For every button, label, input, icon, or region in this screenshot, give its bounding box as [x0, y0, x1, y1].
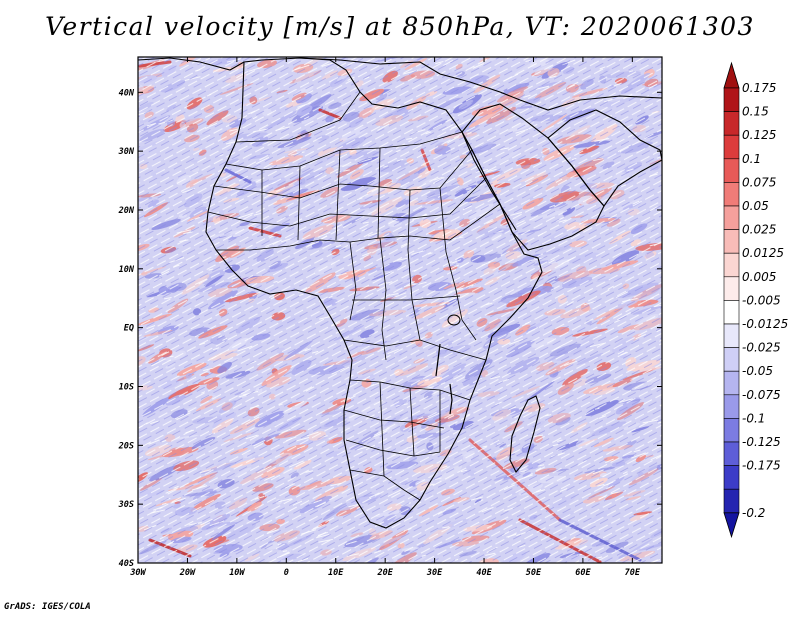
- colorbar-label: -0.025: [742, 341, 781, 355]
- colorbar-bin: [723, 370, 740, 396]
- colorbar-bin: [723, 465, 740, 490]
- lat-tick-label: 40N: [119, 88, 135, 98]
- colorbar-label: -0.075: [742, 388, 781, 402]
- lon-tick-label: 50E: [526, 568, 542, 578]
- colorbar-label: -0.005: [742, 293, 781, 307]
- colorbar-bin: [723, 182, 740, 207]
- lat-tick-label: 20N: [118, 206, 135, 216]
- colorbar-bin: [723, 87, 740, 112]
- colorbar-bottom-arrow: [723, 512, 740, 539]
- colorbar-label: 0.0125: [742, 246, 784, 260]
- colorbar: 0.175 0.15 0.125 0.1 0.075 0.05 0.025 0.0125 0.0…: [723, 61, 788, 539]
- colorbar-bin: [723, 252, 740, 278]
- colorbar-bin: [723, 229, 740, 254]
- colorbar-bin: [723, 323, 740, 348]
- colorbar-bin: [723, 205, 740, 230]
- colorbar-label: 0.175: [742, 81, 776, 95]
- africa-coastline: [205, 57, 543, 529]
- lon-tick-label: 60E: [575, 568, 591, 578]
- map-frame: [137, 56, 663, 564]
- red-sea-coast: [461, 131, 517, 231]
- country-borders: [207, 91, 501, 501]
- lake-victoria: [447, 314, 461, 326]
- lat-tick-label: 20S: [118, 441, 134, 451]
- lat-tick-label: 30N: [118, 147, 135, 157]
- iran-coastline: [547, 109, 662, 207]
- grads-credit: GrADS: IGES/COLA: [4, 602, 91, 612]
- colorbar-bin: [723, 276, 740, 301]
- colorbar-top-arrow: [723, 61, 740, 89]
- lon-tick-label: 20W: [179, 568, 196, 578]
- colorbar-label: -0.175: [742, 459, 781, 473]
- lat-tick-label: 40S: [119, 559, 134, 569]
- arabia-coastline: [461, 103, 605, 251]
- colorbar-bin: [723, 441, 740, 466]
- colorbar-label: -0.125: [742, 435, 781, 449]
- colorbar-label: 0.025: [742, 223, 776, 237]
- lat-tick-label: 30S: [118, 500, 134, 510]
- madagascar-coastline: [509, 395, 541, 473]
- lon-tick-label: 10W: [229, 568, 245, 578]
- colorbar-bin: [723, 300, 740, 325]
- map-title: Vertical velocity [m/s] at 850hPa, VT: 2…: [45, 12, 755, 41]
- coastlines: [138, 57, 662, 529]
- colorbar-label: 0.05: [742, 199, 769, 213]
- lon-tick-label: 20E: [376, 568, 393, 578]
- colorbar-min-label: -0.2: [742, 506, 765, 520]
- colorbar-label: 0.15: [742, 105, 769, 119]
- lon-tick-label: 0: [284, 568, 289, 578]
- lon-tick-label: 30W: [129, 568, 146, 578]
- lon-tick-label: 40E: [476, 568, 492, 578]
- lon-tick-label: 30E: [426, 568, 443, 578]
- lon-tick-label: 70E: [625, 568, 641, 578]
- colorbar-bin: [723, 158, 740, 183]
- colorbar-label: 0.075: [742, 175, 776, 189]
- colorbar-bin: [723, 347, 740, 372]
- lat-tick-label: 10N: [119, 265, 135, 275]
- colorbar-bin: [723, 111, 740, 136]
- colorbar-label: 0.125: [742, 128, 776, 142]
- velocity-field: [138, 57, 662, 563]
- colorbar-bin: [723, 418, 740, 443]
- lake-malawi: [449, 383, 453, 415]
- colorbar-bin: [723, 488, 740, 514]
- colorbar-label: 0.1: [742, 152, 761, 166]
- colorbar-label: -0.0125: [742, 317, 788, 331]
- colorbar-bin: [723, 134, 740, 160]
- lat-tick-label: EQ: [124, 324, 134, 334]
- lat-tick-label: 10S: [119, 382, 134, 392]
- europe-coastline: [138, 57, 662, 111]
- colorbar-label: -0.1: [742, 411, 765, 425]
- colorbar-label: -0.05: [742, 364, 773, 378]
- colorbar-label: 0.005: [742, 270, 776, 284]
- lake-tanganyika: [435, 343, 441, 377]
- lon-tick-label: 10E: [328, 568, 344, 578]
- colorbar-bin: [723, 394, 740, 419]
